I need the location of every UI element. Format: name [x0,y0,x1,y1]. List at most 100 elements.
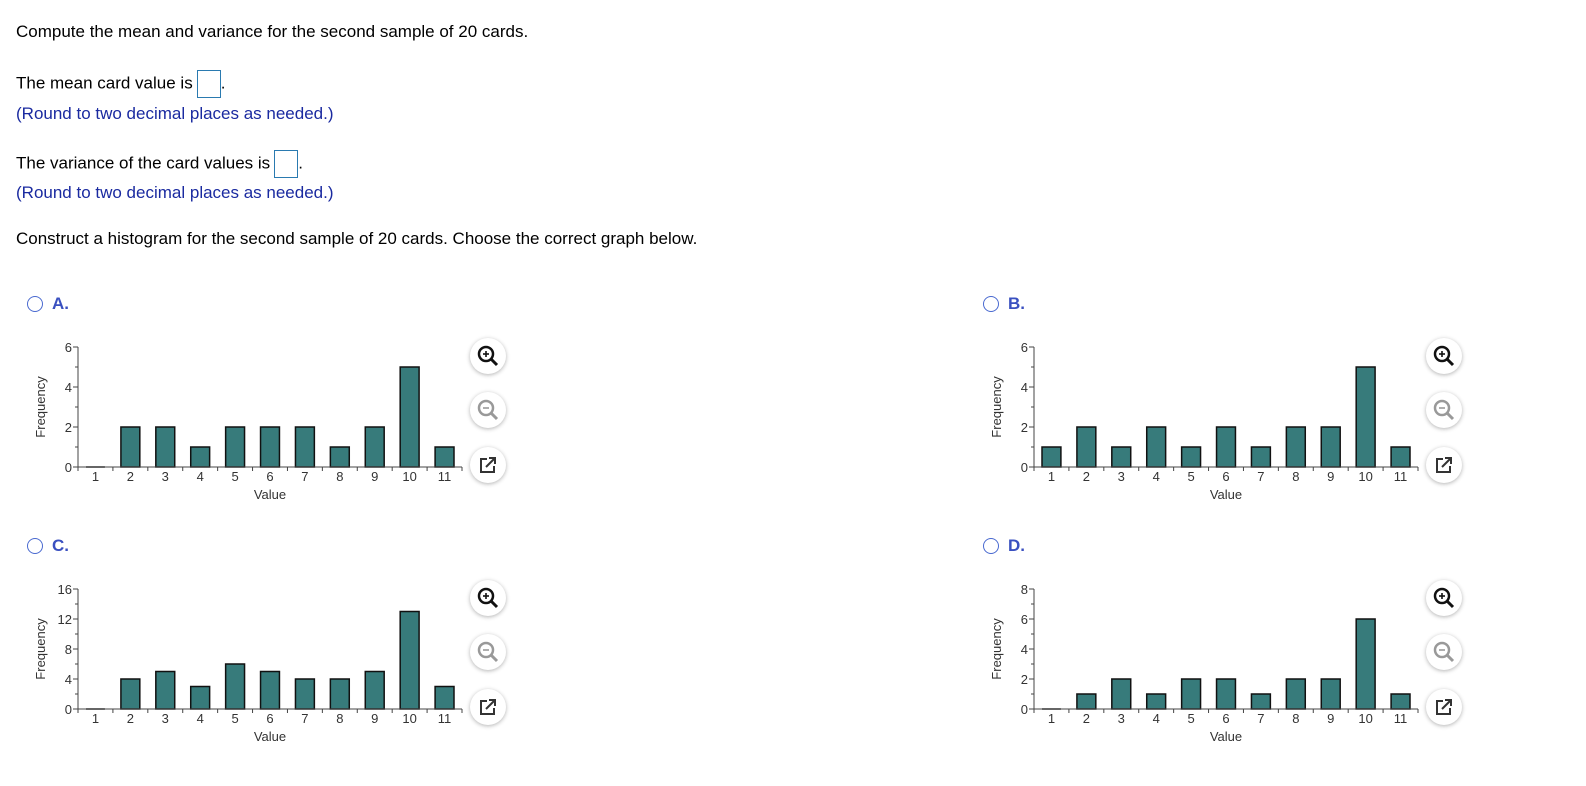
period: . [298,153,303,173]
x-tick-label: 5 [1187,711,1194,726]
x-tick-label: 7 [301,469,308,484]
bar [1111,446,1132,468]
x-tick-label: 10 [402,469,416,484]
x-axis-label: Value [254,729,286,744]
y-tick-label: 4 [65,380,72,395]
bar [1250,446,1272,468]
x-tick-label: 8 [336,711,343,726]
option-label: C. [52,536,69,555]
y-tick-label: 4 [1021,642,1028,657]
y-tick-label: 2 [1021,420,1028,435]
histogram-b: 0 2 4 6 1 2 3 4 5 6 7 8 9 10 11 Value Frequency [989,340,1419,502]
bar [155,670,176,710]
bar [399,366,420,468]
bar [1320,426,1341,468]
radio-button[interactable] [983,296,999,312]
external-link-icon [1433,696,1455,718]
zoom-in-button[interactable] [470,580,506,616]
x-tick-label: 7 [1257,469,1264,484]
y-tick-label: 8 [1021,582,1028,597]
bar [189,446,211,468]
zoom-in-icon [1432,344,1456,368]
zoom-out-button[interactable] [1426,634,1462,670]
y-tick-label: 6 [65,340,72,355]
x-tick-label: 6 [266,469,273,484]
radio-button[interactable] [27,296,43,312]
x-tick-label: 8 [1292,469,1299,484]
bar [189,685,211,710]
bar [1145,426,1167,468]
option-b[interactable]: B. 0 2 4 6 1 2 3 4 5 6 7 8 9 10 11 Value Frequency [976,288,1516,528]
zoom-in-button[interactable] [1426,580,1462,616]
bar [1180,678,1202,710]
bar [1390,693,1411,710]
zoom-in-button[interactable] [1426,338,1462,374]
histogram-a: 0 2 4 6 1 2 3 4 5 6 7 8 9 10 11 Value Frequency [33,340,463,502]
y-tick-label: 6 [1021,612,1028,627]
x-axis-label: Value [254,487,286,502]
option-label: B. [1008,294,1025,313]
variance-input[interactable] [274,150,299,178]
x-tick-label: 8 [1292,711,1299,726]
x-tick-label: 6 [1222,711,1229,726]
x-tick-label: 4 [197,469,204,484]
x-tick-label: 1 [92,711,99,726]
x-tick-label: 5 [231,711,238,726]
external-link-icon [477,454,499,476]
zoom-out-button[interactable] [470,392,506,428]
bar [1180,446,1202,468]
y-tick-label: 4 [1021,380,1028,395]
bar [364,670,385,710]
zoom-out-button[interactable] [470,634,506,670]
option-a[interactable]: A. 0 2 4 6 1 2 3 4 5 6 7 8 9 10 11 Value Frequency [20,288,560,528]
x-tick-label: 11 [438,469,452,484]
bar [1076,426,1097,468]
bar [120,426,141,468]
x-tick-label: 8 [336,469,343,484]
zoom-out-icon [476,398,500,422]
bar [1041,446,1062,468]
radio-button[interactable] [983,538,999,554]
x-tick-label: 3 [162,711,169,726]
x-tick-label: 4 [1153,469,1160,484]
radio-button[interactable] [27,538,43,554]
zoom-out-button[interactable] [1426,392,1462,428]
external-link-button[interactable] [1426,447,1462,483]
bar [294,426,316,468]
x-axis-label: Value [1210,729,1242,744]
option-c[interactable]: C. 0 4 8 12 16 1 2 3 4 5 6 7 8 9 10 11 Value Frequency [20,530,560,770]
option-label: D. [1008,536,1025,555]
zoom-out-icon [1432,398,1456,422]
x-tick-label: 9 [1327,711,1334,726]
bar [1145,693,1167,710]
external-link-icon [1433,454,1455,476]
y-axis-label: Frequency [989,376,1004,438]
x-tick-label: 2 [1083,711,1090,726]
y-tick-label: 0 [1021,460,1028,475]
x-tick-label: 10 [1358,469,1372,484]
bar [329,678,351,710]
external-link-button[interactable] [470,447,506,483]
external-link-button[interactable] [1426,689,1462,725]
zoom-in-button[interactable] [470,338,506,374]
histogram-prompt: Construct a histogram for the second sam… [16,229,698,248]
x-tick-label: 7 [301,711,308,726]
bar [364,426,385,468]
option-d[interactable]: D. 0 2 4 6 8 1 2 3 4 5 6 7 8 9 10 11 Value Frequency [976,530,1516,770]
bar [1076,693,1097,710]
x-tick-label: 5 [1187,469,1194,484]
x-tick-label: 4 [197,711,204,726]
x-tick-label: 11 [1394,469,1408,484]
x-axis-label: Value [1210,487,1242,502]
mean-input[interactable] [196,70,221,98]
bar [434,446,455,468]
y-tick-label: 0 [65,702,72,717]
x-tick-label: 3 [1118,469,1125,484]
x-tick-label: 9 [1327,469,1334,484]
x-tick-label: 4 [1153,711,1160,726]
mean-row: The mean card value is. [16,70,225,98]
bar [155,426,176,468]
y-axis-label: Frequency [33,376,48,438]
external-link-button[interactable] [470,689,506,725]
